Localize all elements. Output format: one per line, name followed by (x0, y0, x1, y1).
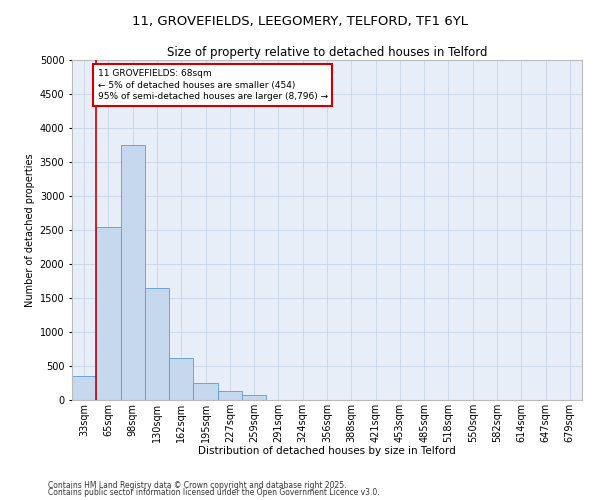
Bar (121, 145, 145, 400)
Y-axis label: Number of detached properties: Number of detached properties (25, 153, 35, 307)
Bar (96, 226, 121, 400)
Text: 11 GROVEFIELDS: 68sqm
← 5% of detached houses are smaller (454)
95% of semi-deta: 11 GROVEFIELDS: 68sqm ← 5% of detached h… (97, 69, 328, 102)
Bar (218, 391, 242, 400)
Text: Contains public sector information licensed under the Open Government Licence v3: Contains public sector information licen… (48, 488, 380, 497)
Title: Size of property relative to detached houses in Telford: Size of property relative to detached ho… (167, 46, 487, 59)
Bar (145, 288, 169, 400)
Bar (193, 383, 218, 400)
Bar (242, 395, 266, 400)
Text: 11, GROVEFIELDS, LEEGOMERY, TELFORD, TF1 6YL: 11, GROVEFIELDS, LEEGOMERY, TELFORD, TF1… (132, 15, 468, 28)
Bar (169, 358, 193, 400)
Bar (72, 376, 96, 400)
Text: Contains HM Land Registry data © Crown copyright and database right 2025.: Contains HM Land Registry data © Crown c… (48, 480, 347, 490)
X-axis label: Distribution of detached houses by size in Telford: Distribution of detached houses by size … (198, 446, 456, 456)
